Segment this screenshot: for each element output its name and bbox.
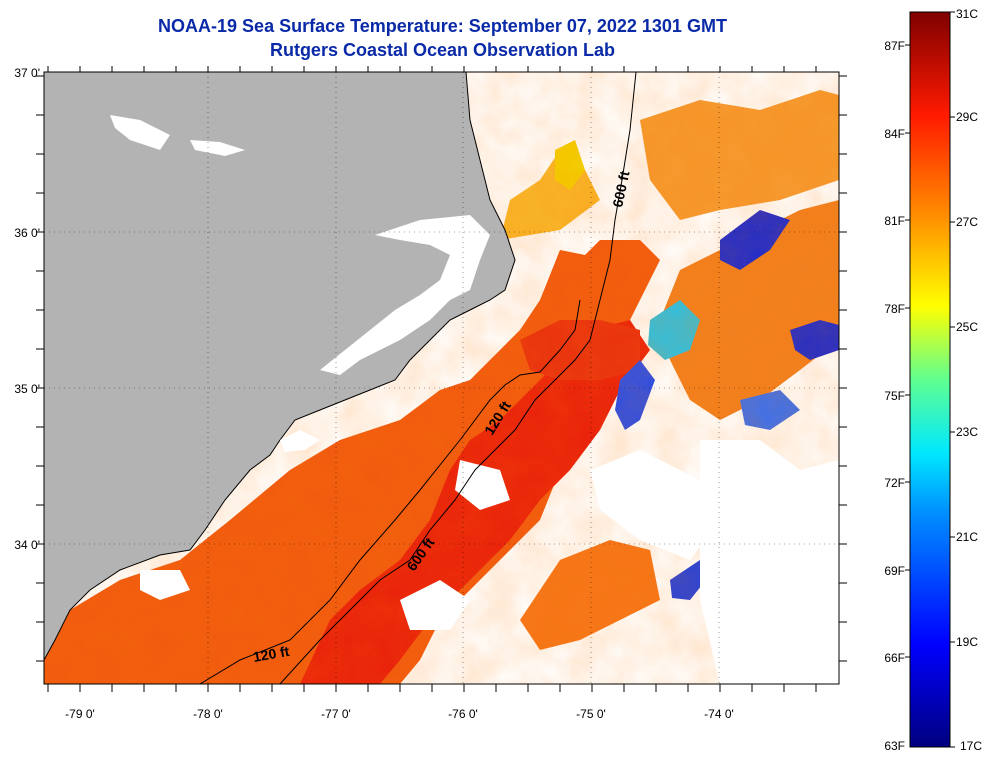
- cbar-c-27: 27C: [956, 215, 978, 229]
- cbar-f-72: 72F: [884, 476, 905, 490]
- lon-label-75: -75 0': [576, 707, 606, 721]
- graticule: [44, 72, 839, 684]
- cbar-c-23: 23C: [956, 425, 978, 439]
- axis-ticks: [36, 66, 847, 692]
- cbar-f-87: 87F: [884, 39, 905, 53]
- lake-water: [190, 140, 245, 156]
- cbar-f-75: 75F: [884, 389, 905, 403]
- cbar-f-78: 78F: [884, 302, 905, 316]
- lon-label-79: -79 0': [65, 707, 95, 721]
- cbar-c-29: 29C: [956, 110, 978, 124]
- cbar-f-81: 81F: [884, 214, 905, 228]
- cbar-c-21: 21C: [956, 530, 978, 544]
- lat-label-36: 36 0': [14, 226, 40, 240]
- cloud-gap: [400, 580, 470, 630]
- sound-water: [320, 215, 490, 375]
- cbar-c-25: 25C: [956, 320, 978, 334]
- lat-label-37: 37 0': [14, 66, 40, 80]
- lat-label-35: 35 0': [14, 382, 40, 396]
- map-subtitle: Rutgers Coastal Ocean Observation Lab: [269, 40, 616, 60]
- colorbar: [909, 11, 951, 748]
- lat-label-34: 34 0': [14, 538, 40, 552]
- map-frame: [43, 71, 840, 685]
- cloud-gap: [590, 450, 720, 560]
- cbar-c-19: 19C: [956, 635, 978, 649]
- cbar-f-84: 84F: [884, 127, 905, 141]
- cbar-f-66: 66F: [884, 651, 905, 665]
- contour-label-600ft-north: 600 ft: [609, 169, 632, 208]
- lon-label-74: -74 0': [704, 707, 734, 721]
- lon-label-76: -76 0': [448, 707, 478, 721]
- contour-600ft: [279, 72, 637, 684]
- lake-water: [110, 115, 170, 150]
- land-mass: [44, 72, 516, 661]
- cbar-c-17: 17C: [960, 739, 982, 753]
- river-water: [280, 430, 320, 452]
- colorbar-ticks: [905, 11, 955, 748]
- cbar-f-69: 69F: [884, 564, 905, 578]
- lon-label-77: -77 0': [321, 707, 351, 721]
- cloud-gap: [140, 570, 190, 600]
- contour-label-120ft-south: 120 ft: [252, 643, 291, 665]
- lon-label-78: -78 0': [193, 707, 223, 721]
- contour-120ft: [199, 299, 581, 684]
- cloud-gap: [700, 440, 839, 684]
- map-title: NOAA-19 Sea Surface Temperature: Septemb…: [158, 16, 727, 36]
- cbar-c-31: 31C: [956, 7, 978, 21]
- cbar-f-63: 63F: [884, 739, 905, 753]
- cloud-gap: [455, 460, 510, 510]
